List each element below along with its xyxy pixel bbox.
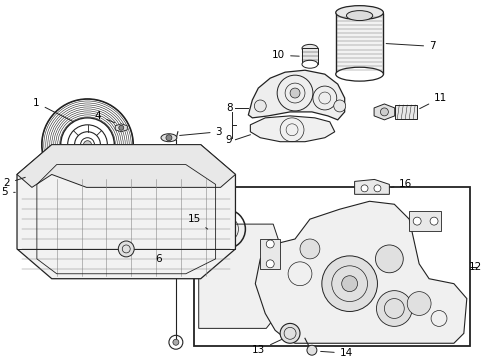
Circle shape <box>430 217 438 225</box>
Polygon shape <box>374 104 395 120</box>
Circle shape <box>166 135 172 141</box>
Polygon shape <box>255 201 467 343</box>
Text: 15: 15 <box>188 214 208 229</box>
FancyBboxPatch shape <box>205 233 257 263</box>
Polygon shape <box>17 145 236 279</box>
Ellipse shape <box>161 134 177 142</box>
Text: 1: 1 <box>33 98 73 122</box>
Circle shape <box>334 100 345 112</box>
Bar <box>302 48 318 64</box>
Polygon shape <box>17 145 236 187</box>
Bar <box>194 187 470 346</box>
Bar <box>260 239 280 269</box>
Text: 8: 8 <box>226 103 232 113</box>
Circle shape <box>407 292 431 315</box>
Circle shape <box>307 345 317 355</box>
Text: 9: 9 <box>226 135 232 145</box>
Polygon shape <box>248 70 344 120</box>
Text: 11: 11 <box>419 93 447 109</box>
Circle shape <box>413 217 421 225</box>
Circle shape <box>290 88 300 98</box>
Bar <box>395 105 417 119</box>
Polygon shape <box>23 172 37 183</box>
Circle shape <box>380 108 389 116</box>
Circle shape <box>83 141 92 149</box>
Bar <box>336 13 383 74</box>
Circle shape <box>361 185 368 192</box>
Polygon shape <box>355 179 390 194</box>
Circle shape <box>376 291 412 327</box>
Text: 16: 16 <box>392 179 413 189</box>
Circle shape <box>280 323 300 343</box>
Circle shape <box>266 240 274 248</box>
Bar <box>409 211 441 231</box>
Text: 10: 10 <box>272 50 299 60</box>
Text: 12: 12 <box>468 262 482 272</box>
Text: 3: 3 <box>180 127 222 137</box>
Text: 5: 5 <box>1 187 15 197</box>
Circle shape <box>173 339 179 345</box>
Ellipse shape <box>302 44 318 52</box>
Circle shape <box>375 245 403 273</box>
Text: 2: 2 <box>3 177 25 188</box>
Circle shape <box>266 260 274 268</box>
Ellipse shape <box>346 11 373 21</box>
Ellipse shape <box>302 60 318 68</box>
Circle shape <box>374 185 381 192</box>
Ellipse shape <box>336 67 383 81</box>
FancyBboxPatch shape <box>205 283 257 312</box>
Ellipse shape <box>29 173 50 184</box>
Text: 7: 7 <box>386 41 436 51</box>
Circle shape <box>322 256 377 311</box>
Circle shape <box>119 125 124 130</box>
Polygon shape <box>250 116 335 142</box>
Circle shape <box>300 239 320 259</box>
Polygon shape <box>18 177 70 207</box>
Text: 14: 14 <box>320 348 353 358</box>
Circle shape <box>342 276 358 292</box>
Circle shape <box>118 241 134 257</box>
Polygon shape <box>199 224 278 328</box>
Text: 13: 13 <box>252 339 282 355</box>
Circle shape <box>254 100 266 112</box>
Ellipse shape <box>336 6 383 19</box>
Text: 6: 6 <box>156 254 162 264</box>
Polygon shape <box>115 124 127 132</box>
FancyBboxPatch shape <box>205 258 257 288</box>
Text: 4: 4 <box>95 111 115 123</box>
